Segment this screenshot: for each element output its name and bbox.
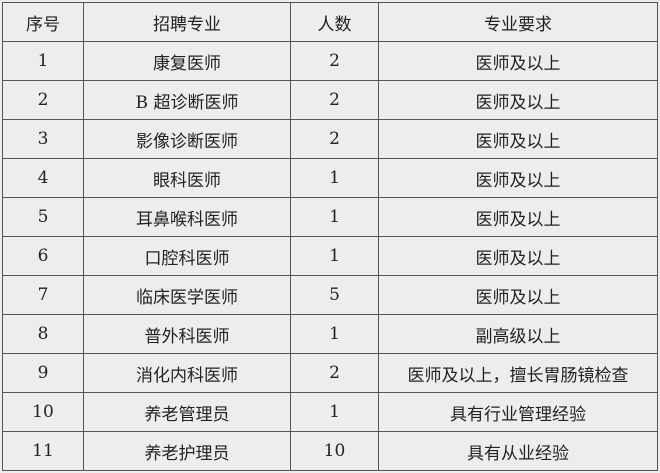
cell-count: 2 [290,353,379,393]
cell-requirement: 具有从业经验 [378,431,658,471]
cell-count: 1 [290,158,379,198]
cell-count: 10 [290,431,379,471]
table-row: 4 眼科医师 1 医师及以上 [2,158,658,198]
cell-index: 4 [2,158,84,198]
cell-index: 2 [2,80,84,120]
cell-specialty: 康复医师 [83,41,291,81]
cell-count: 5 [290,275,379,315]
cell-index: 11 [2,431,84,471]
cell-specialty: 养老管理员 [83,392,291,432]
cell-requirement: 具有行业管理经验 [378,392,658,432]
table-row: 1 康复医师 2 医师及以上 [2,41,658,81]
table-row: 3 影像诊断医师 2 医师及以上 [2,119,658,159]
cell-specialty: 影像诊断医师 [83,119,291,159]
cell-requirement: 医师及以上 [378,80,658,120]
cell-index: 1 [2,41,84,81]
cell-count: 2 [290,80,379,120]
cell-count: 1 [290,197,379,237]
cell-index: 6 [2,236,84,276]
table-row: 5 耳鼻喉科医师 1 医师及以上 [2,197,658,237]
cell-count: 1 [290,236,379,276]
header-specialty: 招聘专业 [83,2,291,42]
table-row: 10 养老管理员 1 具有行业管理经验 [2,392,658,432]
header-requirement: 专业要求 [378,2,658,42]
cell-count: 2 [290,41,379,81]
header-count: 人数 [290,2,379,42]
cell-requirement: 医师及以上 [378,119,658,159]
cell-requirement: 医师及以上 [378,236,658,276]
cell-specialty: 养老护理员 [83,431,291,471]
cell-index: 5 [2,197,84,237]
header-index: 序号 [2,2,84,42]
cell-specialty: 口腔科医师 [83,236,291,276]
table-row: 6 口腔科医师 1 医师及以上 [2,236,658,276]
cell-specialty: 普外科医师 [83,314,291,354]
cell-index: 8 [2,314,84,354]
cell-specialty: 临床医学医师 [83,275,291,315]
cell-requirement: 医师及以上 [378,41,658,81]
cell-requirement: 医师及以上 [378,158,658,198]
cell-count: 1 [290,392,379,432]
cell-requirement: 医师及以上 [378,197,658,237]
cell-requirement: 医师及以上 [378,275,658,315]
cell-requirement: 副高级以上 [378,314,658,354]
cell-specialty: 眼科医师 [83,158,291,198]
cell-count: 2 [290,119,379,159]
cell-index: 9 [2,353,84,393]
cell-specialty: 消化内科医师 [83,353,291,393]
cell-specialty: 耳鼻喉科医师 [83,197,291,237]
cell-specialty: B 超诊断医师 [83,80,291,120]
table-row: 11 养老护理员 10 具有从业经验 [2,431,658,471]
cell-index: 7 [2,275,84,315]
table-row: 8 普外科医师 1 副高级以上 [2,314,658,354]
cell-index: 10 [2,392,84,432]
table-row: 7 临床医学医师 5 医师及以上 [2,275,658,315]
cell-index: 3 [2,119,84,159]
cell-count: 1 [290,314,379,354]
table-row: 9 消化内科医师 2 医师及以上，擅长胃肠镜检查 [2,353,658,393]
cell-requirement: 医师及以上，擅长胃肠镜检查 [378,353,658,393]
header-row: 序号 招聘专业 人数 专业要求 [2,2,658,42]
